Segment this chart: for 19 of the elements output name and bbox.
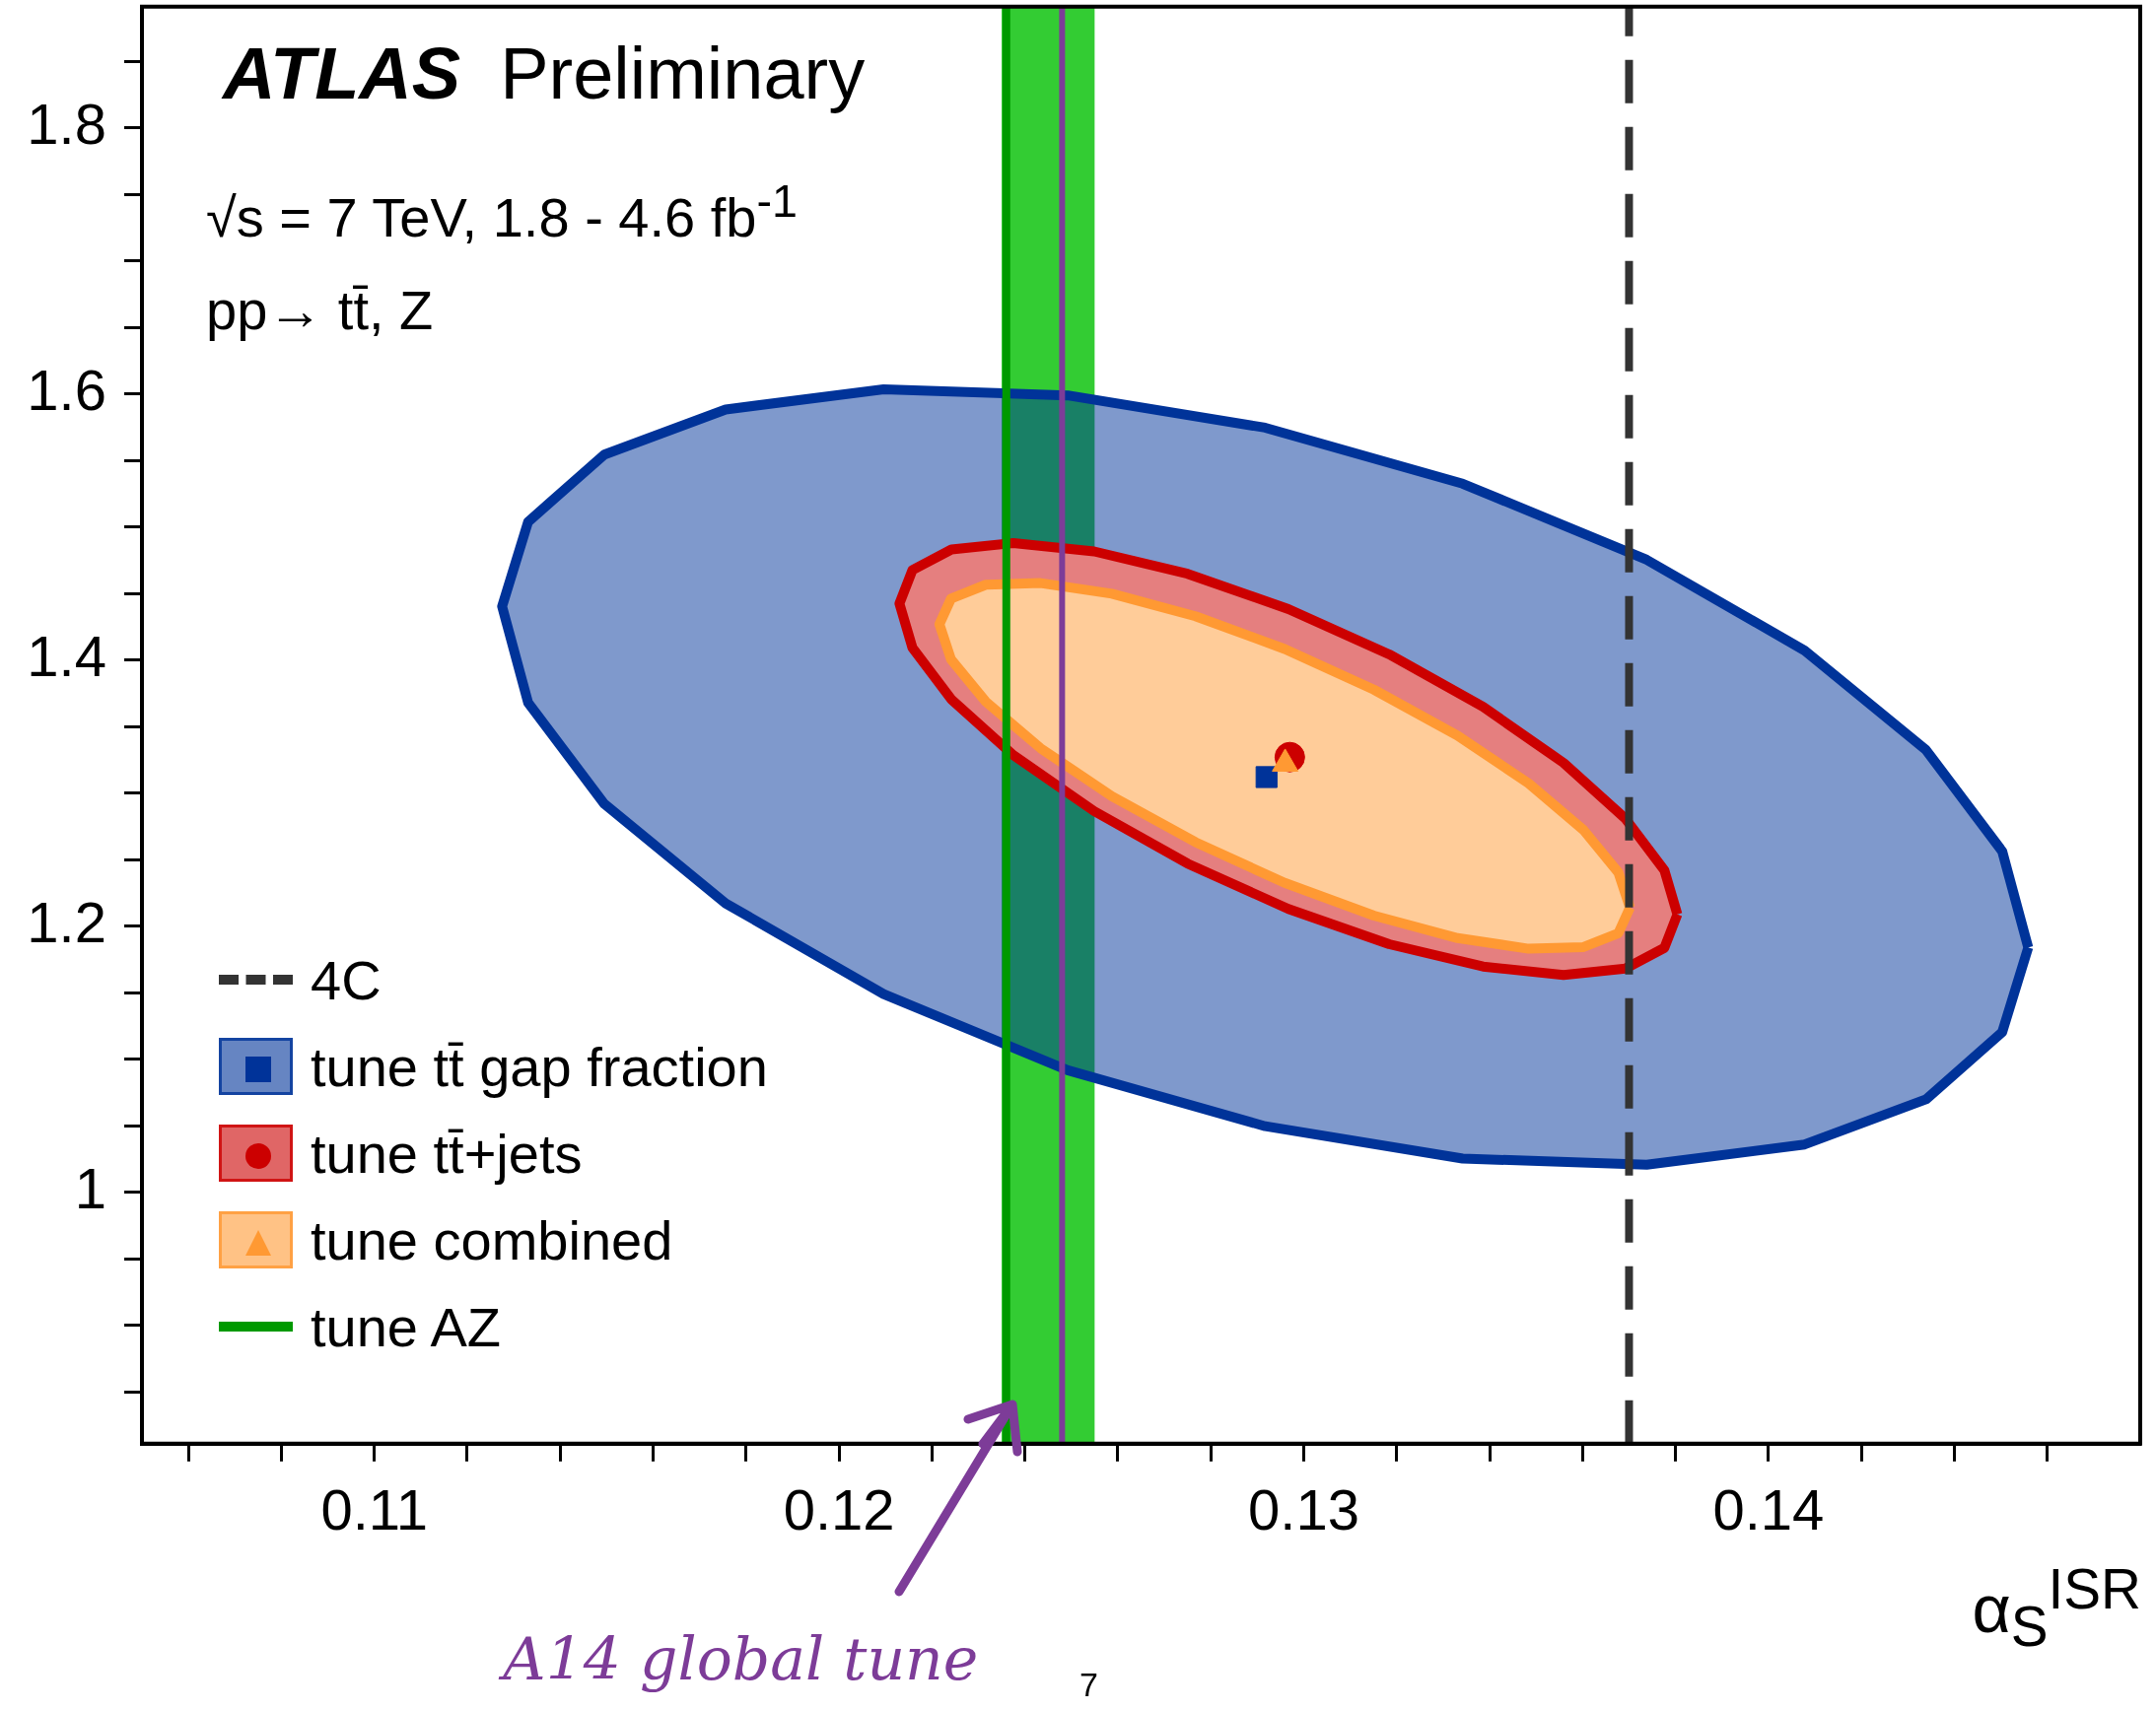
text: 7 [1079, 1666, 1098, 1704]
chart-title: ATLAS [223, 33, 461, 114]
legend-label: tune tt̄+jets [311, 1121, 583, 1186]
legend-label: tune tt̄ gap fraction [311, 1034, 768, 1099]
x-tick-label: 0.14 [1712, 1476, 1825, 1541]
x-tick-label: 0.11 [320, 1476, 428, 1541]
legend-label: 4C [311, 947, 382, 1012]
y-tick-label: 1.8 [27, 91, 106, 156]
x-tick-label: 0.13 [1248, 1476, 1359, 1541]
legend-label: tune AZ [311, 1294, 502, 1359]
y-tick-label: 1.6 [27, 357, 106, 422]
annotation: pp→ tt̄, Z [206, 278, 434, 342]
chart-subtitle: Preliminary [500, 33, 866, 114]
x-tick-label: 0.12 [783, 1476, 895, 1541]
y-tick-label: 1.2 [27, 889, 106, 954]
legend-label: tune combined [311, 1207, 673, 1272]
annotation: √s = 7 TeV, 1.8 - 4.6 fb$^{-1}$ [206, 174, 798, 249]
y-tick-label: 1.4 [27, 623, 106, 688]
y-tick-label: 1 [74, 1155, 106, 1220]
